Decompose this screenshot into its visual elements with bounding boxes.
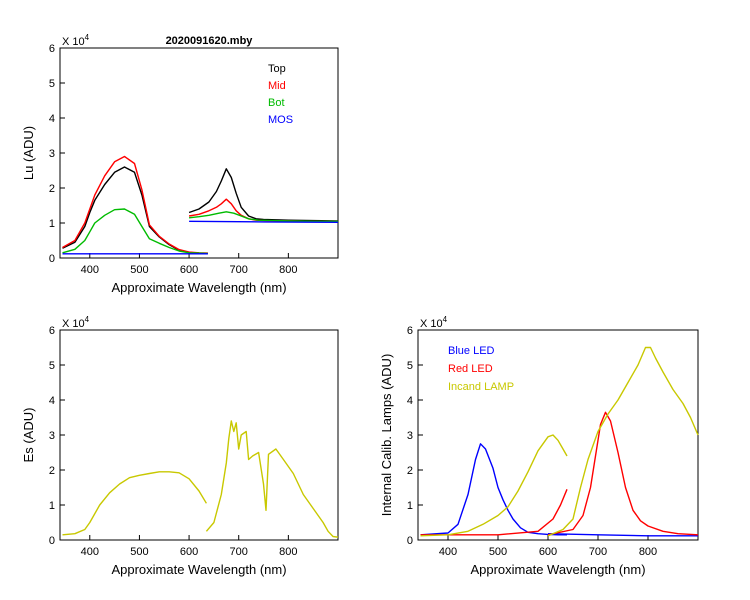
y-tick-label: 0 [49, 535, 55, 547]
legend-entry-mos: MOS [268, 114, 293, 126]
series-line-incand-lamp-1 [547, 346, 699, 537]
y-tick-label: 6 [407, 325, 413, 337]
y-multiplier: X 104 [62, 315, 90, 330]
y-multiplier-base: X 10 [62, 318, 85, 330]
y-axis-label: Lu (ADU) [21, 126, 36, 180]
y-axis-label: Internal Calib. Lamps (ADU) [379, 354, 394, 517]
series-line-blue-led-1 [547, 533, 698, 537]
y-tick-label: 1 [49, 500, 55, 512]
x-tick-label: 700 [589, 546, 607, 558]
y-tick-label: 4 [407, 395, 413, 407]
y-tick-label: 0 [49, 253, 55, 265]
legend-entry-incand-lamp: Incand LAMP [448, 381, 514, 393]
x-tick-label: 800 [279, 264, 297, 276]
y-tick-label: 5 [49, 360, 55, 372]
series-line-blue-led-0 [420, 443, 567, 536]
x-axis-label: Approximate Wavelength (nm) [111, 562, 286, 577]
y-tick-label: 1 [407, 500, 413, 512]
x-axis-label: Approximate Wavelength (nm) [111, 280, 286, 295]
chart-title: 2020091620.mby [166, 35, 254, 47]
y-tick-label: 3 [407, 430, 413, 442]
legend-entry-mid: Mid [268, 80, 286, 92]
x-tick-label: 500 [130, 264, 148, 276]
series-line-bot-0 [62, 208, 208, 255]
y-multiplier-exponent: 4 [443, 315, 448, 324]
x-tick-label: 600 [539, 546, 557, 558]
x-tick-label: 400 [81, 546, 99, 558]
series-line-red-led-1 [547, 411, 699, 536]
series-line-red-led-0 [420, 489, 568, 536]
y-multiplier: X 104 [420, 315, 448, 330]
y-tick-label: 5 [49, 78, 55, 90]
y-tick-label: 5 [407, 360, 413, 372]
x-tick-label: 400 [81, 264, 99, 276]
y-tick-label: 4 [49, 113, 55, 125]
y-tick-label: 2 [49, 183, 55, 195]
y-tick-label: 4 [49, 395, 55, 407]
series-line-top-1 [188, 168, 339, 222]
y-tick-label: 3 [49, 148, 55, 160]
x-tick-label: 500 [130, 546, 148, 558]
x-tick-label: 500 [489, 546, 507, 558]
series-line-es-0 [62, 471, 207, 536]
legend-entry-blue-led: Blue LED [448, 345, 495, 357]
x-tick-label: 700 [230, 264, 248, 276]
legend-entry-red-led: Red LED [448, 363, 493, 375]
x-tick-label: 400 [439, 546, 457, 558]
y-tick-label: 3 [49, 430, 55, 442]
series-line-mid-1 [188, 198, 338, 223]
legend-entry-top: Top [268, 63, 286, 75]
x-tick-label: 800 [279, 546, 297, 558]
y-multiplier-exponent: 4 [85, 315, 90, 324]
y-tick-label: 6 [49, 325, 55, 337]
plot-frame [59, 47, 339, 259]
y-tick-label: 0 [407, 535, 413, 547]
series-line-mid-0 [62, 155, 208, 254]
series-line-incand-lamp-0 [420, 434, 568, 537]
y-axis-label: Es (ADU) [21, 408, 36, 463]
x-axis-label: Approximate Wavelength (nm) [470, 562, 645, 577]
x-tick-label: 700 [230, 546, 248, 558]
y-tick-label: 6 [49, 43, 55, 55]
series-line-es-1 [205, 420, 339, 538]
series-line-bot-1 [189, 211, 338, 223]
legend-entry-bot: Bot [268, 97, 285, 109]
plot-frame [59, 329, 339, 541]
y-multiplier-exponent: 4 [85, 33, 90, 42]
y-multiplier-base: X 10 [420, 318, 443, 330]
x-tick-label: 600 [180, 264, 198, 276]
y-tick-label: 2 [407, 465, 413, 477]
x-tick-label: 600 [180, 546, 198, 558]
y-multiplier: X 104 [62, 33, 90, 48]
y-tick-label: 1 [49, 218, 55, 230]
y-tick-label: 2 [49, 465, 55, 477]
x-tick-label: 800 [639, 546, 657, 558]
y-multiplier-base: X 10 [62, 36, 85, 48]
series-line-mos-1 [189, 220, 339, 223]
